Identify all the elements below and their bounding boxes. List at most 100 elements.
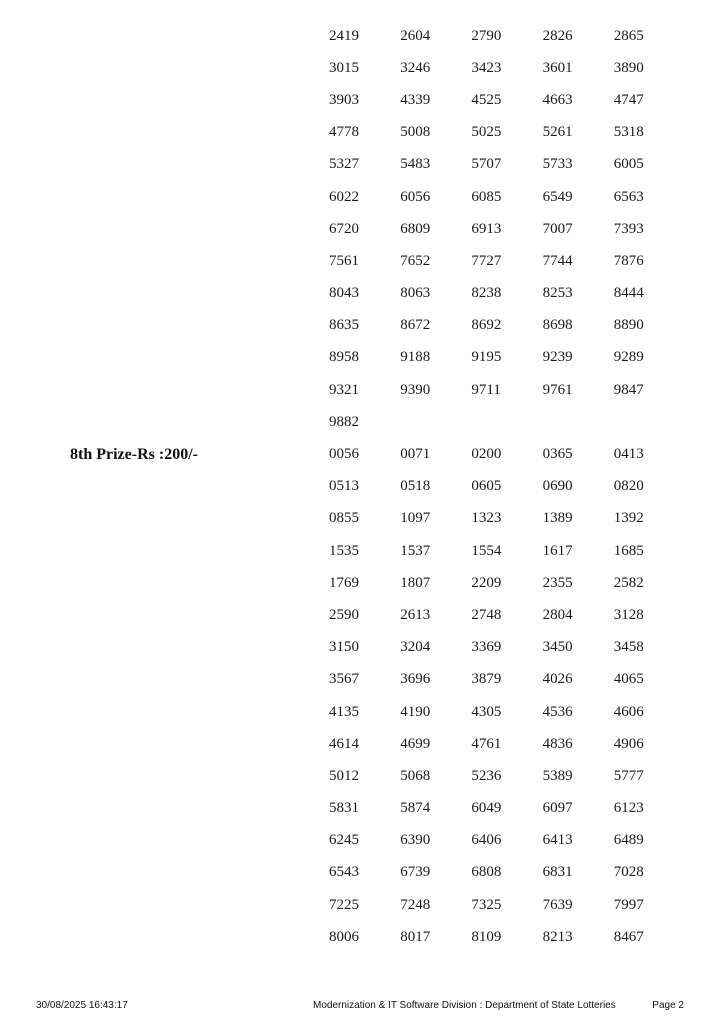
prize-number: 6085 [471,188,502,205]
prize-number: 4339 [400,91,431,108]
prize-number: 4026 [542,671,573,688]
prize-number: 8043 [329,285,359,302]
table-row: 1769 1807 2209 2355 2582 [0,567,724,599]
prize-number: 5831 [329,800,359,817]
prize-number: 4190 [400,703,431,720]
prize-number: 2355 [542,574,573,591]
prize-number: 8238 [471,285,502,302]
table-row: 7561 7652 7727 7744 7876 [0,245,724,277]
prize-number: 5261 [542,124,573,141]
table-row: 8635 8672 8692 8698 8890 [0,310,724,342]
table-row: 3903 4339 4525 4663 4747 [0,84,724,116]
prize-number: 2826 [542,27,573,44]
prize-number: 8635 [329,317,359,334]
prize-number: 4747 [613,91,644,108]
prize-number: 0413 [613,446,644,463]
prize-number: 6831 [542,864,573,881]
prize-number: 8467 [613,928,644,945]
prize-number: 3369 [471,639,502,656]
table-row: 6022 6056 6085 6549 6563 [0,181,724,213]
prize-number: 9188 [400,349,431,366]
prize-number: 3128 [613,606,644,623]
prize-number: 9321 [329,381,359,398]
prize-number: 2748 [471,606,502,623]
prize-number: 1097 [400,510,431,527]
prize-number: 7997 [613,896,644,913]
prize-number: 0605 [471,478,502,495]
table-row: 4135 4190 4305 4536 4606 [0,696,724,728]
prize-number: 6739 [400,864,431,881]
prize-number: 8063 [400,285,431,302]
prize-number: 5236 [471,767,502,784]
prize-number: 3150 [329,639,359,656]
prize-number: 6720 [329,220,359,237]
prize-number: 5012 [329,767,359,784]
prize-number: 0365 [542,446,573,463]
prize-number: 8006 [329,928,359,945]
prize-number: 8890 [613,317,644,334]
prize-number: 4761 [471,735,502,752]
prize-number: 4906 [613,735,644,752]
prize-number: 8698 [542,317,573,334]
prize-number: 4305 [471,703,502,720]
prize-number: 6543 [329,864,359,881]
prize-number: 5327 [329,156,359,173]
prize-number: 6406 [471,832,502,849]
prize-number: 7393 [613,220,644,237]
table-row: 3015 3246 3423 3601 3890 [0,52,724,84]
prize-number: 5733 [542,156,573,173]
prize-number: 3879 [471,671,502,688]
prize-number: 8692 [471,317,502,334]
prize-number: 1323 [471,510,502,527]
prize-number: 7561 [329,252,359,269]
prize-number: 8444 [613,285,644,302]
prize-number: 7652 [400,252,431,269]
page-footer: 30/08/2025 16:43:17 Modernization & IT S… [0,998,724,1014]
prize-number: 4663 [542,91,573,108]
prize-number: 3890 [613,59,644,76]
prize-number: 9847 [613,381,644,398]
prize-number: 6489 [613,832,644,849]
prize-number: 5068 [400,767,431,784]
prize-number: 0855 [329,510,359,527]
prize-number: 2604 [400,27,431,44]
footer-division-text: Modernization & IT Software Division : D… [313,1000,616,1011]
prize-number: 4536 [542,703,573,720]
prize-number: 2613 [400,606,431,623]
prize-number: 9195 [471,349,502,366]
prize-number: 0690 [542,478,573,495]
prize-number: 3423 [471,59,502,76]
prize-number: 9882 [329,413,359,430]
prize-number: 9239 [542,349,573,366]
prize-number: 4836 [542,735,573,752]
prize-number: 3696 [400,671,431,688]
table-row: 4614 4699 4761 4836 4906 [0,728,724,760]
prize-number: 3567 [329,671,359,688]
prize-number: 7639 [542,896,573,913]
prize-number: 5008 [400,124,431,141]
prize-number: 3015 [329,59,359,76]
prize-number: 4606 [613,703,644,720]
prize-number: 0200 [471,446,502,463]
prize-number: 6049 [471,800,502,817]
table-row: 7225 7248 7325 7639 7997 [0,889,724,921]
prize-number: 1554 [471,542,502,559]
prize-number: 1537 [400,542,431,559]
prize-number-table: 2419 2604 2790 2826 2865 3015 3246 3423 3601 3890… [0,20,724,953]
prize-number: 9711 [471,381,501,398]
prize-number: 6123 [613,800,644,817]
prize-number: 6390 [400,832,431,849]
prize-number: 6056 [400,188,431,205]
prize-number: 6005 [613,156,644,173]
prize-number: 9390 [400,381,431,398]
prize-number: 3601 [542,59,573,76]
table-row: 0513 0518 0605 0690 0820 [0,471,724,503]
prize-number: 8253 [542,285,573,302]
prize-number: 2590 [329,606,359,623]
prize-number: 9289 [613,349,644,366]
prize-number: 5389 [542,767,573,784]
table-row: 5831 5874 6049 6097 6123 [0,793,724,825]
prize-number: 8958 [329,349,359,366]
prize-number: 1685 [613,542,644,559]
prize-number: 6808 [471,864,502,881]
